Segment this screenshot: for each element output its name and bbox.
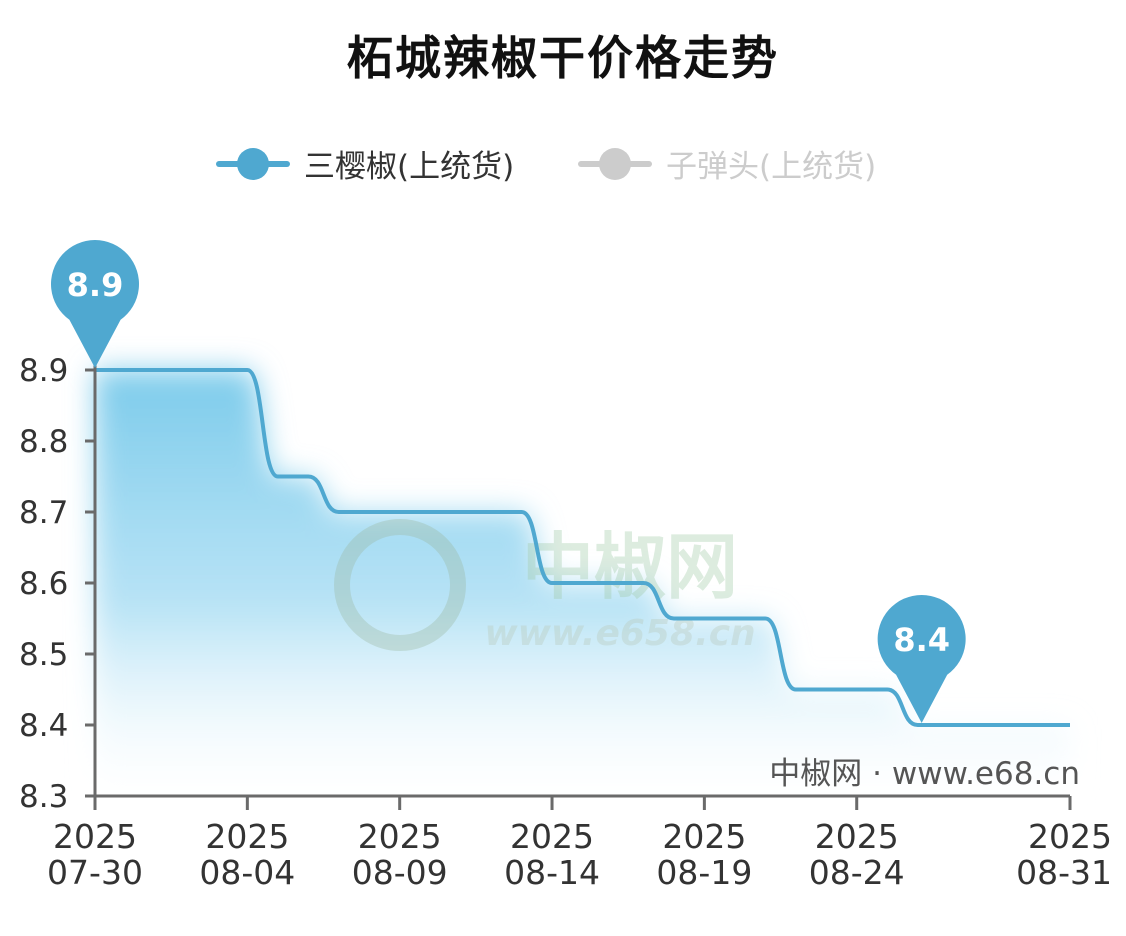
y-tick-label: 8.5 — [19, 637, 68, 673]
x-tick-date: 08-24 — [809, 853, 905, 892]
x-tick-date: 08-04 — [199, 853, 295, 892]
y-tick-label: 8.4 — [19, 708, 68, 744]
axes: 8.38.48.58.68.78.88.9202507-30202508-042… — [19, 353, 1112, 892]
marker-max-pin: 8.9 — [51, 240, 140, 368]
x-tick-year: 2025 — [662, 817, 746, 856]
series-line-sanyingjiao — [94, 368, 1071, 727]
chart-legend: 三樱椒(上统货) 子弹头(上统货) — [0, 138, 1126, 188]
marker-max-label: 8.9 — [67, 266, 124, 304]
watermark-logo-icon — [334, 519, 466, 651]
x-tick-year: 2025 — [510, 817, 594, 856]
legend-swatch-icon — [216, 138, 290, 188]
legend-swatch-icon — [578, 138, 652, 188]
y-tick-label: 8.7 — [19, 495, 68, 531]
watermark-brand: 中椒网 — [522, 525, 738, 609]
y-tick-label: 8.6 — [19, 566, 68, 602]
legend-item-zidantou[interactable]: 子弹头(上统货) — [578, 138, 876, 188]
y-tick-label: 8.9 — [19, 353, 68, 389]
marker-pin-icon — [877, 594, 966, 723]
x-tick-year: 2025 — [1028, 817, 1112, 856]
legend-item-sanyingjiao[interactable]: 三樱椒(上统货) — [216, 138, 514, 188]
chart-title: 柘城辣椒干价格走势 — [347, 31, 779, 85]
marker-min-label: 8.4 — [893, 621, 950, 659]
y-tick-label: 8.8 — [19, 424, 68, 460]
x-tick-year: 2025 — [358, 817, 442, 856]
x-tick-year: 2025 — [815, 817, 899, 856]
x-tick-date: 07-30 — [47, 853, 143, 892]
x-tick-year: 2025 — [205, 817, 289, 856]
markers: 8.9 8.4 — [51, 240, 966, 723]
x-tick-date: 08-31 — [1016, 853, 1112, 892]
marker-min-pin: 8.4 — [877, 594, 966, 723]
x-tick-date: 08-09 — [352, 853, 448, 892]
x-tick-date: 08-14 — [504, 853, 600, 892]
y-tick-label: 8.3 — [19, 779, 68, 815]
x-tick-date: 08-19 — [656, 853, 752, 892]
marker-pin-icon — [51, 240, 140, 368]
x-tick-year: 2025 — [53, 817, 137, 856]
legend-label: 子弹头(上统货) — [666, 148, 877, 185]
legend-label: 三樱椒(上统货) — [304, 148, 515, 185]
source-label: 中椒网 · www.e68.cn — [769, 756, 1080, 792]
